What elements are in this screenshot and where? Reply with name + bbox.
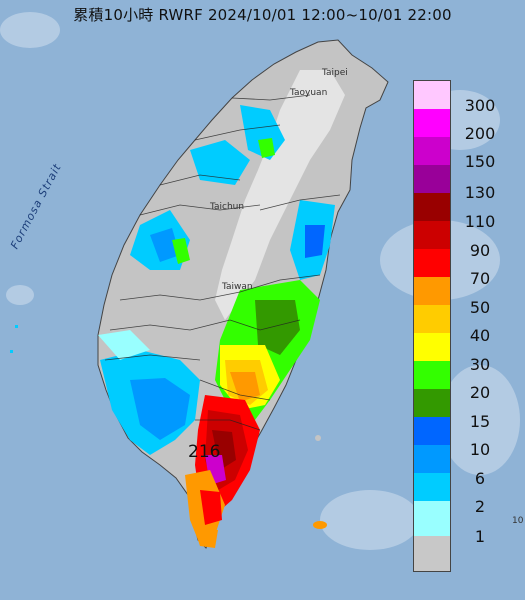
- legend-label: 40: [469, 326, 491, 345]
- legend-label: 10: [469, 440, 491, 459]
- legend-label: 20: [469, 383, 491, 402]
- legend-label: 50: [469, 298, 491, 317]
- legend-label: 150: [464, 152, 496, 171]
- rain-south-core: [185, 280, 320, 548]
- legend-label: 200: [464, 124, 496, 143]
- county-boundaries: [104, 94, 341, 431]
- legend-label: 130: [464, 183, 496, 202]
- legend-label: 6: [474, 469, 486, 488]
- max-rainfall-label: 216: [188, 442, 221, 462]
- island-orchid: [313, 521, 327, 529]
- legend-label: 90: [469, 241, 491, 260]
- central-mountains: [215, 70, 345, 320]
- rain-east: [290, 200, 335, 280]
- legend-label: 110: [464, 212, 496, 231]
- legend-colorbar: [413, 80, 451, 572]
- city-label-taipei: Taipei: [322, 68, 348, 78]
- legend-label: 300: [464, 96, 496, 115]
- legend-label: 70: [469, 269, 491, 288]
- legend-swatch-0: [414, 536, 450, 571]
- edge-mark: 10: [512, 516, 524, 526]
- city-label-taichung: Taichun: [210, 202, 245, 212]
- legend-label: 15: [469, 412, 491, 431]
- legend-swatch-1: [414, 501, 450, 536]
- city-label-taiwan: Taiwan: [222, 282, 253, 292]
- rain-west: [130, 105, 285, 270]
- rain-southwest: [98, 330, 200, 455]
- map-title: 累積10小時 RWRF 2024/10/01 12:00~10/01 22:00: [73, 6, 452, 24]
- legend-label: 30: [469, 355, 491, 374]
- penghu-islands: [10, 325, 18, 353]
- island-green: [315, 435, 321, 441]
- legend-label: 2: [474, 497, 486, 516]
- legend-label: 1: [474, 527, 486, 546]
- city-label-taoyuan: Taoyuan: [290, 88, 328, 98]
